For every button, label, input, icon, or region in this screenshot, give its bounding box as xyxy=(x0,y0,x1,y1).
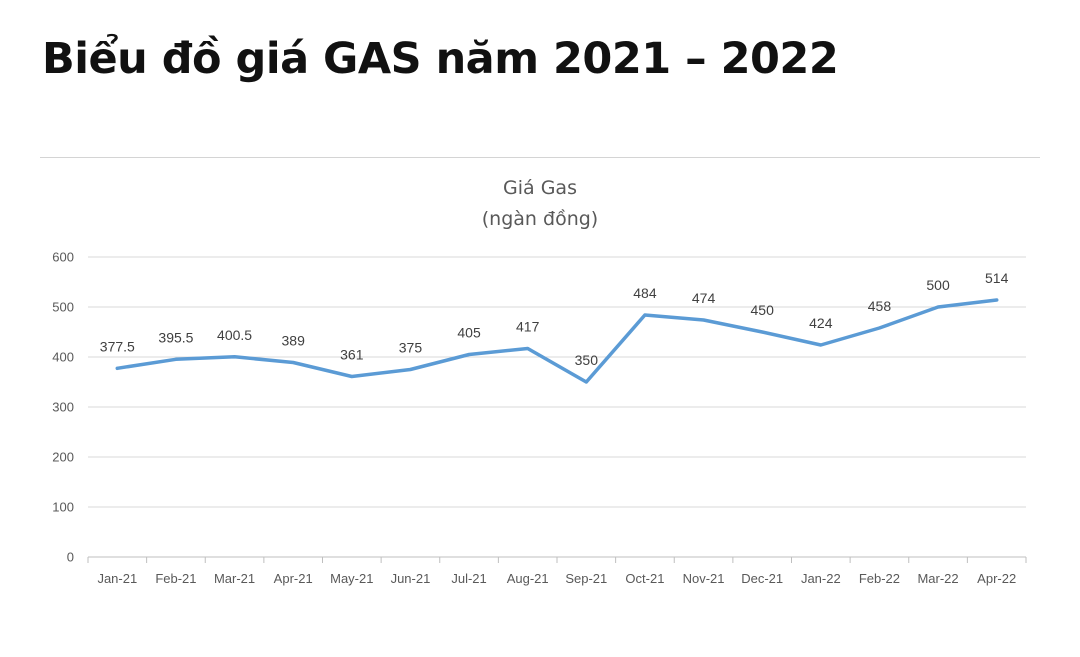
x-tick-label: Jan-21 xyxy=(97,571,137,586)
x-tick-label: May-21 xyxy=(330,571,373,586)
data-point xyxy=(702,318,706,322)
y-tick-label: 600 xyxy=(52,250,74,265)
series-line xyxy=(115,298,999,384)
x-tick-label: Sep-21 xyxy=(565,571,607,586)
data-label: 484 xyxy=(633,285,657,301)
data-point xyxy=(174,357,178,361)
x-tick-label: Mar-22 xyxy=(917,571,958,586)
data-point xyxy=(115,366,119,370)
data-point xyxy=(936,305,940,309)
axes: 0 100 200 300 400 500 600 Jan-21 Feb-21 Mar-21 Apr… xyxy=(52,250,1027,586)
x-tick-label: Jul-21 xyxy=(451,571,486,586)
y-tick-label: 200 xyxy=(52,450,74,465)
x-tick-label: Jun-21 xyxy=(391,571,431,586)
data-point xyxy=(760,330,764,334)
x-tick-label: Feb-21 xyxy=(155,571,196,586)
data-label: 375 xyxy=(399,340,423,356)
data-label: 450 xyxy=(751,302,775,318)
page-title: Biểu đồ giá GAS năm 2021 – 2022 xyxy=(42,34,839,84)
x-tick-label: Feb-22 xyxy=(859,571,900,586)
y-tick-label: 300 xyxy=(52,400,74,415)
data-point xyxy=(350,375,354,378)
data-label: 405 xyxy=(457,325,481,341)
data-label: 350 xyxy=(575,352,599,368)
data-label: 514 xyxy=(985,270,1009,286)
data-labels: 377.5 395.5 400.5 389 361 375 405 417 350 484 474 4… xyxy=(100,270,1009,368)
data-point xyxy=(233,355,237,359)
y-tick-label: 100 xyxy=(52,500,74,515)
data-label: 377.5 xyxy=(100,338,135,354)
x-tick-label: Aug-21 xyxy=(507,571,549,586)
x-tick-label: Nov-21 xyxy=(683,571,725,586)
x-tick-label: Oct-21 xyxy=(625,571,664,586)
data-label: 389 xyxy=(282,333,306,349)
data-label: 417 xyxy=(516,319,540,335)
x-tick-label: Mar-21 xyxy=(214,571,255,586)
data-label: 424 xyxy=(809,315,833,331)
data-point xyxy=(643,313,647,317)
data-label: 474 xyxy=(692,290,716,306)
data-label: 400.5 xyxy=(217,327,252,343)
data-label: 500 xyxy=(926,277,950,293)
data-label: 361 xyxy=(340,347,364,363)
y-tick-label: 0 xyxy=(67,550,74,565)
data-point xyxy=(995,298,999,302)
x-tick-label: Dec-21 xyxy=(741,571,783,586)
x-tick-label: Apr-21 xyxy=(274,571,313,586)
data-label: 458 xyxy=(868,298,892,314)
data-point xyxy=(877,326,881,330)
series-layer xyxy=(115,298,999,384)
chart-subtitle: (ngàn đồng) xyxy=(482,208,598,230)
data-point xyxy=(291,361,295,364)
data-point xyxy=(467,353,471,356)
data-point xyxy=(584,380,588,384)
x-tick-label: Jan-22 xyxy=(801,571,841,586)
y-tick-label: 500 xyxy=(52,300,74,315)
divider xyxy=(40,157,1040,158)
data-point xyxy=(526,347,530,350)
data-point xyxy=(819,343,823,347)
data-label: 395.5 xyxy=(158,329,193,345)
chart-title: Giá Gas xyxy=(503,177,577,199)
gridlines xyxy=(88,256,1026,508)
x-tick-label: Apr-22 xyxy=(977,571,1016,586)
y-tick-label: 400 xyxy=(52,350,74,365)
data-point xyxy=(408,368,412,371)
